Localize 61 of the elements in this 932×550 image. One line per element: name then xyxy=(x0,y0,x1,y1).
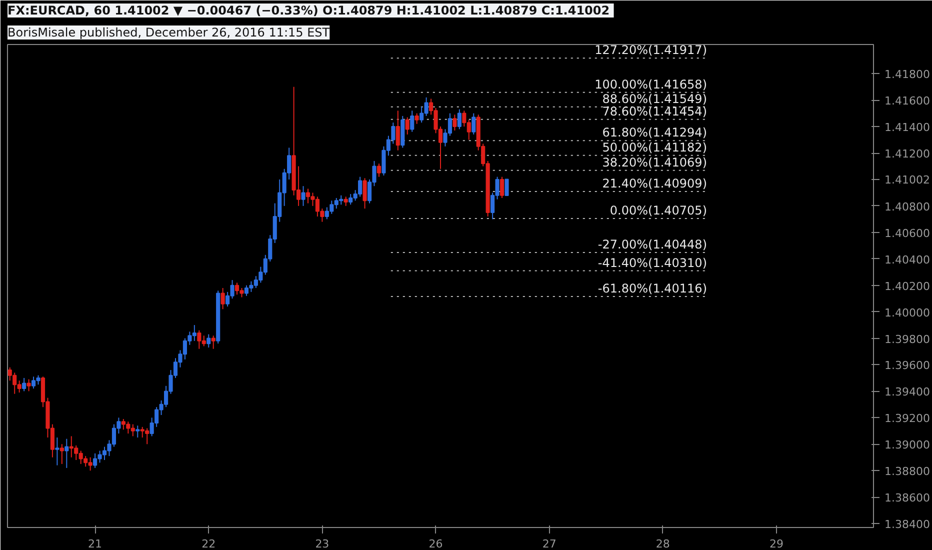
y-tick-label: 1.39400 xyxy=(884,386,930,399)
x-tick-label: 28 xyxy=(656,538,670,550)
x-tick-label: 21 xyxy=(88,538,102,550)
y-tick-label: 1.38400 xyxy=(884,518,930,532)
y-tick-label: 1.40400 xyxy=(884,253,930,266)
ref-line-label: 50.00%(1.41182) xyxy=(602,140,708,154)
x-tick-label: 22 xyxy=(202,538,216,550)
candlestick xyxy=(344,196,348,206)
x-tick-label: 26 xyxy=(428,538,443,550)
candlestick xyxy=(452,114,457,132)
x-tick-label: 23 xyxy=(315,538,330,550)
ref-line-label: 61.80%(1.41294) xyxy=(602,126,708,140)
y-tick-label: 1.39200 xyxy=(884,412,930,426)
y-tick-label: 1.40000 xyxy=(884,306,930,320)
y-tick-label: 1.39600 xyxy=(884,359,930,372)
candlestick xyxy=(220,287,225,310)
candlestick xyxy=(500,176,504,198)
y-tick-label: 1.38800 xyxy=(884,465,930,478)
ref-line-label: 100.00%(1.41658) xyxy=(594,77,708,92)
candlestick xyxy=(405,116,410,135)
candlestick xyxy=(64,438,69,468)
candlestick xyxy=(206,334,211,348)
y-tick-label: 1.38600 xyxy=(884,492,930,505)
ref-line-label: 38.20%(1.41069) xyxy=(602,155,708,170)
x-tick-label: 27 xyxy=(542,538,556,550)
y-tick-label: 1.41002 xyxy=(884,174,930,187)
candlestick xyxy=(472,112,476,135)
candlestick xyxy=(457,108,462,130)
ref-line-label: -27.00%(1.40448) xyxy=(598,238,707,252)
y-tick-label: 1.39000 xyxy=(884,438,930,452)
candlestick xyxy=(22,377,26,392)
ref-line-label: 78.60%(1.41454) xyxy=(602,104,708,118)
candlestick xyxy=(362,178,367,210)
y-tick-label: 1.41200 xyxy=(884,148,930,161)
candlestick xyxy=(136,425,140,438)
candlestick xyxy=(301,186,306,206)
ref-line-label: 127.20%(1.41917) xyxy=(594,43,708,58)
y-tick-label: 1.40800 xyxy=(884,200,930,214)
ref-line-label: 88.60%(1.41549) xyxy=(602,92,708,106)
candlestick xyxy=(244,284,249,296)
ref-line-label: 21.40%(1.40909) xyxy=(602,176,708,191)
ref-line-label: -61.80%(1.40116) xyxy=(598,281,707,296)
x-tick-label: 29 xyxy=(769,538,784,550)
candlestick xyxy=(414,112,419,124)
ref-line-label: -41.40%(1.40310) xyxy=(598,256,707,270)
y-tick-label: 1.40600 xyxy=(884,226,930,240)
candlestick xyxy=(410,110,414,132)
y-tick-label: 1.41600 xyxy=(884,94,930,108)
y-tick-label: 1.40200 xyxy=(884,280,930,293)
candlestick xyxy=(376,163,382,178)
candlestick xyxy=(55,437,60,466)
candlestick xyxy=(504,178,509,196)
y-tick-label: 1.41400 xyxy=(884,121,930,134)
candlestick xyxy=(26,378,31,392)
candlestick xyxy=(396,110,400,151)
y-tick-label: 1.39800 xyxy=(884,332,930,346)
chart-subtitle: FX:EURCAD, 60 1.41002 ▼ −0.00467 (−0.33%) O:1.40879 H:1.41002 L:1.40879 C:1.41002 xyxy=(8,4,610,18)
y-tick-label: 1.41800 xyxy=(884,68,930,82)
ref-line-label: 0.00%(1.40705) xyxy=(610,204,707,218)
candlestick xyxy=(60,444,64,464)
candlestick xyxy=(211,335,216,350)
